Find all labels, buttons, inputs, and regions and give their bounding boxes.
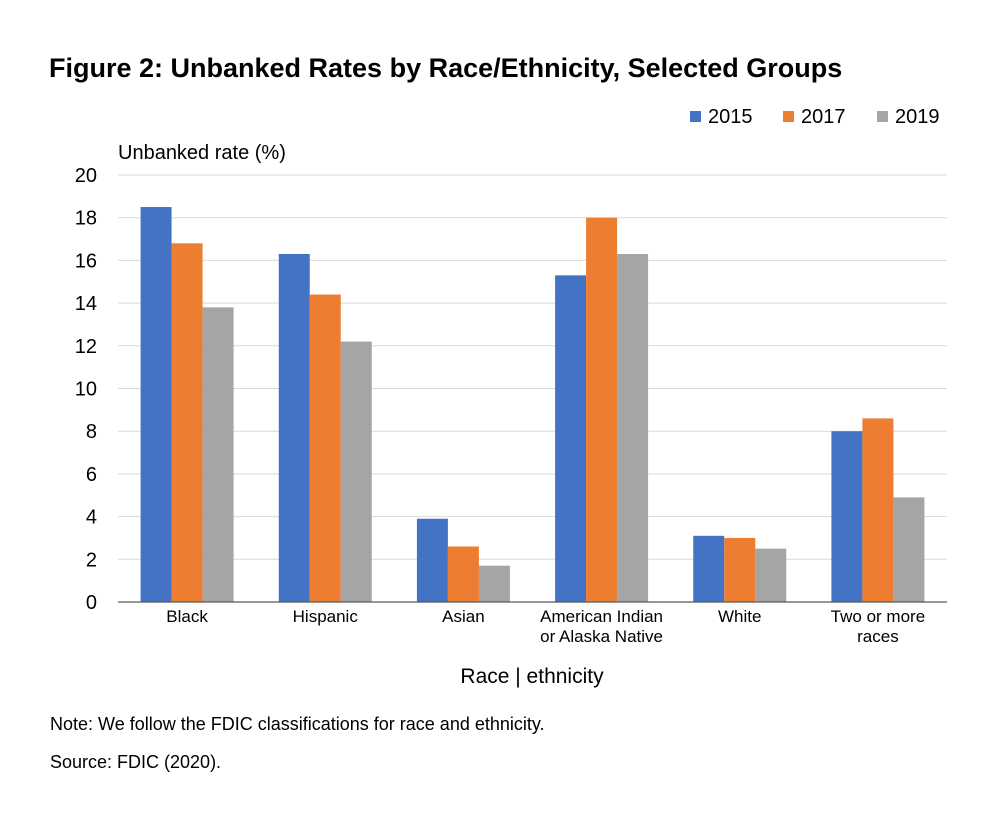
bar-2017 [586, 217, 618, 602]
bar-2019 [893, 497, 925, 602]
x-tick-label: Two or more races [831, 607, 925, 646]
y-tick-label: 2 [86, 549, 97, 571]
gridlines [118, 174, 947, 560]
bar-2019 [202, 307, 234, 602]
y-tick-label: 8 [86, 421, 97, 443]
legend-swatch-2015 [690, 111, 701, 122]
legend-swatch-2019 [877, 111, 888, 122]
source-note: Source: FDIC (2020). [50, 752, 222, 772]
y-tick-label: 4 [86, 507, 97, 529]
bar-2015 [831, 431, 863, 602]
y-tick-label: 6 [86, 464, 97, 486]
x-tick-label: White [718, 607, 761, 626]
bar-2015 [693, 535, 725, 602]
x-tick-label: Black [166, 607, 208, 626]
y-tick-label: 14 [75, 293, 97, 315]
legend-swatch-2017 [783, 111, 794, 122]
bar-2017 [309, 294, 341, 602]
x-axis-label: Race | ethnicity [460, 665, 604, 688]
bar-2017 [862, 418, 894, 602]
bar-2019 [478, 565, 510, 602]
bar-2015 [555, 275, 587, 602]
bar-2017 [724, 537, 756, 602]
x-tick-label: American Indian or Alaska Native [540, 607, 663, 646]
x-tick-label: Asian [442, 607, 485, 626]
x-tick-label: Hispanic [293, 607, 359, 626]
y-tick-label: 12 [75, 336, 97, 358]
bar-2019 [617, 253, 649, 602]
legend: 2015 2017 2019 [690, 106, 940, 128]
axes: 0 2 4 6 8 10 12 14 16 18 20 Black Hispanic Asian Ameri… [75, 165, 947, 646]
bar-2015 [140, 207, 172, 602]
legend-label-2019: 2019 [895, 106, 940, 128]
legend-label-2017: 2017 [801, 106, 846, 128]
bars [140, 207, 925, 602]
y-tick-label: 0 [86, 592, 97, 614]
bar-2015 [416, 518, 448, 602]
chart-title: Figure 2: Unbanked Rates by Race/Ethnici… [49, 53, 842, 83]
bar-2015 [278, 253, 310, 602]
bar-2017 [447, 546, 479, 602]
legend-label-2015: 2015 [708, 106, 753, 128]
y-tick-label: 10 [75, 379, 97, 401]
bar-2019 [340, 341, 372, 602]
y-tick-label: 16 [75, 250, 97, 272]
y-tick-label: 20 [75, 165, 97, 187]
bar-2017 [171, 243, 203, 602]
y-axis-label: Unbanked rate (%) [118, 142, 286, 164]
bar-2019 [755, 548, 787, 602]
footnote: Note: We follow the FDIC classifications… [50, 714, 545, 734]
y-tick-label: 18 [75, 208, 97, 230]
